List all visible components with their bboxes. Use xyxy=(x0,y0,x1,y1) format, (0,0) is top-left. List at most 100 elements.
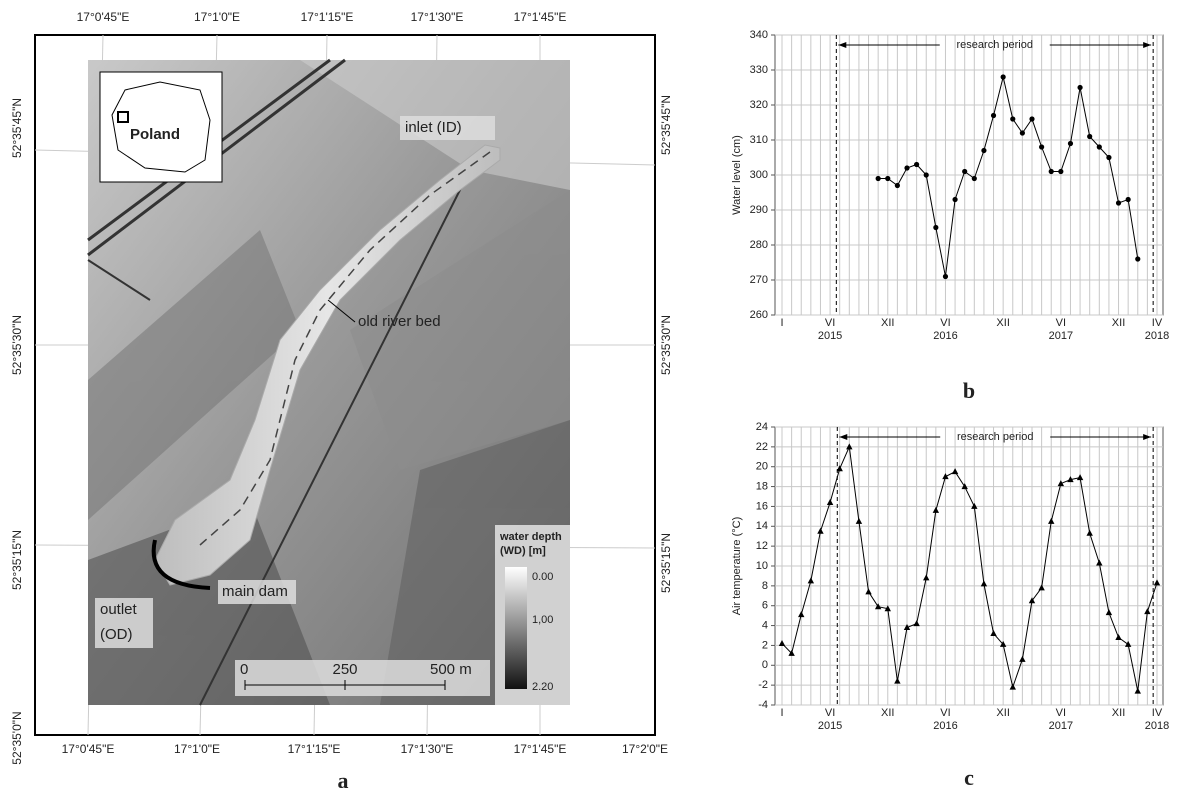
marker xyxy=(1076,474,1084,481)
marker xyxy=(1124,640,1132,647)
y-tick-label: 280 xyxy=(750,239,768,251)
marker xyxy=(1125,196,1131,203)
site-marker xyxy=(117,111,129,123)
marker xyxy=(933,224,939,231)
arrow-head xyxy=(1143,434,1152,440)
legend-gradient xyxy=(505,567,527,689)
annotation: research period xyxy=(957,39,1033,51)
x-tick-label: I xyxy=(780,317,783,329)
coord-label: 52°35'15"N xyxy=(659,533,673,593)
x-tick-label: XII xyxy=(996,707,1009,719)
marker xyxy=(1028,597,1036,604)
y-tick-label: 300 xyxy=(750,169,768,181)
scale-label: 0 xyxy=(240,661,248,678)
year-label: 2016 xyxy=(933,720,957,732)
x-tick-label: IV xyxy=(1152,317,1163,329)
leader-line xyxy=(327,299,356,323)
inlet-label: inlet (ID) xyxy=(405,119,462,136)
coord-label: 17°0'45"E xyxy=(77,10,130,24)
y-tick-label: -2 xyxy=(758,679,768,691)
y-tick-label: 340 xyxy=(750,29,768,41)
caption: c xyxy=(964,765,974,790)
marker xyxy=(1144,608,1151,615)
x-tick-label: VI xyxy=(825,317,835,329)
y-tick-label: 18 xyxy=(756,480,768,492)
coord-label: 52°35'30"N xyxy=(10,315,24,375)
year-label: 2015 xyxy=(818,720,842,732)
marker xyxy=(1086,529,1093,536)
x-tick-label: VI xyxy=(940,707,950,719)
marker xyxy=(932,506,940,513)
outlet-label: (OD) xyxy=(100,626,133,643)
coord-label: 17°2'0"E xyxy=(622,742,668,756)
coord-label: 17°1'0"E xyxy=(194,10,240,24)
arrow-head xyxy=(1143,42,1152,48)
marker xyxy=(1067,476,1074,483)
legend-title: water depth xyxy=(499,531,562,543)
marker xyxy=(1134,687,1141,694)
year-label: 2017 xyxy=(1049,330,1073,342)
marker xyxy=(1029,116,1035,122)
coord-label: 52°35'15"N xyxy=(10,530,24,590)
marker xyxy=(971,175,977,182)
poland-outline xyxy=(111,81,211,173)
y-tick-label: 16 xyxy=(756,500,768,512)
y-tick-label: 12 xyxy=(756,540,768,552)
marker xyxy=(855,517,863,524)
coord-label: 52°35'45"N xyxy=(10,98,24,158)
y-tick-label: 0 xyxy=(762,659,768,671)
marker xyxy=(999,640,1007,647)
coord-label: 17°1'30"E xyxy=(401,742,454,756)
y-axis-title: Air temperature (°C) xyxy=(731,517,743,616)
coord-label: 52°35'0"N xyxy=(10,711,24,764)
y-tick-label: 24 xyxy=(756,421,768,433)
main-dam-label: main dam xyxy=(222,583,288,600)
x-tick-label: XII xyxy=(996,317,1009,329)
x-tick-label: XII xyxy=(881,317,894,329)
scale-label: 500 m xyxy=(430,661,472,678)
coord-label: 17°0'45"E xyxy=(62,742,115,756)
marker xyxy=(923,574,930,581)
marker xyxy=(1106,154,1112,161)
line xyxy=(781,445,1158,692)
old-river-bed-label: old river bed xyxy=(358,313,441,330)
year-label: 2018 xyxy=(1145,720,1169,732)
marker xyxy=(846,443,853,450)
marker xyxy=(961,483,968,490)
old-river-bed-line xyxy=(199,151,491,546)
y-tick-label: 4 xyxy=(762,619,768,631)
y-tick-label: 260 xyxy=(750,309,768,321)
x-tick-label: VI xyxy=(1056,317,1066,329)
marker xyxy=(1058,168,1064,175)
coord-label: 52°35'45"N xyxy=(659,95,673,155)
scale-label: 250 xyxy=(332,661,357,678)
year-label: 2017 xyxy=(1049,720,1073,732)
arrow-head xyxy=(839,434,848,440)
marker xyxy=(788,649,795,656)
marker xyxy=(980,580,988,587)
label-box xyxy=(95,598,153,648)
marker xyxy=(1048,168,1054,175)
y-tick-label: 8 xyxy=(762,580,768,592)
marker xyxy=(923,172,929,178)
coord-label: 17°1'45"E xyxy=(514,742,567,756)
marker xyxy=(894,677,901,684)
marker xyxy=(1096,559,1103,566)
line xyxy=(878,76,1139,277)
coord-label: 52°35'30"N xyxy=(659,315,673,375)
y-tick-label: 22 xyxy=(756,441,768,453)
marker xyxy=(942,273,949,280)
label-box xyxy=(218,580,296,604)
x-tick-label: I xyxy=(780,707,783,719)
y-tick-label: 320 xyxy=(750,99,768,111)
annotation: research period xyxy=(957,431,1033,443)
marker xyxy=(1010,116,1016,122)
arrow-head xyxy=(838,42,847,48)
y-tick-label: 10 xyxy=(756,560,768,572)
marker xyxy=(874,603,882,610)
y-tick-label: 20 xyxy=(756,461,768,473)
y-tick-label: -4 xyxy=(758,699,768,711)
marker xyxy=(1019,655,1026,662)
marker xyxy=(1057,480,1065,487)
